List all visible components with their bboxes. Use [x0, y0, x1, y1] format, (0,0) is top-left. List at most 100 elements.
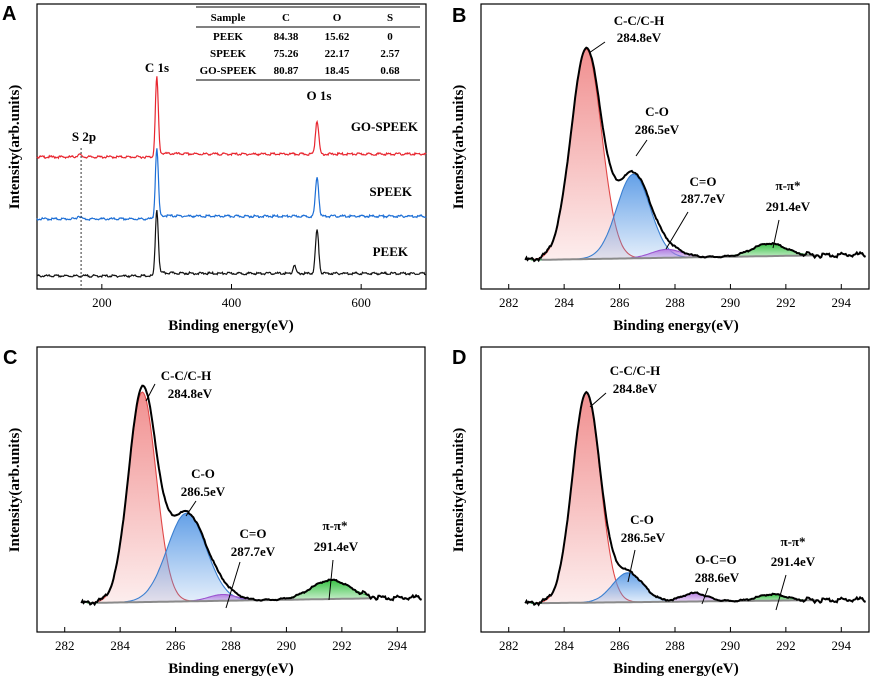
label-oc-eq-o: O-C=O — [695, 552, 736, 567]
panel-d-letter: D — [452, 347, 466, 369]
panel-b-xlabel: Binding energy(eV) — [613, 318, 738, 334]
arrow-co — [185, 500, 197, 517]
o1s-annotation: O 1s — [307, 88, 332, 103]
label-c-eq-o: C=O — [240, 526, 267, 541]
panel-b: B Binding energy(eV) Intensity(arb.units… — [451, 3, 870, 334]
label-cc-energy: 284.8eV — [613, 381, 658, 396]
component-fill-C-C/C-H — [530, 49, 813, 260]
arrow-pipi — [328, 559, 334, 601]
panel-b-plot — [480, 3, 870, 290]
arrow-pipi — [772, 219, 780, 249]
component-fill-C=O — [86, 594, 369, 603]
arrow-oc-eq-o — [701, 587, 709, 605]
label-co: C-O — [645, 104, 669, 119]
table-cell: 0 — [387, 31, 393, 43]
composition-table: Sample C O S PEEK 84.38 15.62 0 SPEEK 75… — [196, 6, 420, 81]
x-tick-label: 282 — [499, 638, 519, 653]
label-co-energy: 286.5eV — [621, 530, 666, 545]
component-fill-π-π* — [86, 580, 369, 603]
series-label-go-speek: GO-SPEEK — [351, 119, 419, 134]
panel-d-xlabel: Binding energy(eV) — [613, 661, 738, 677]
c1s-annotation: C 1s — [145, 60, 169, 75]
panel-d-frame — [480, 346, 870, 633]
arrow-cc — [589, 392, 607, 408]
series-label-speek: SPEEK — [369, 184, 413, 199]
label-oc-eq-o-energy: 288.6eV — [695, 570, 740, 585]
panel-a-xticks: 200 400 600 — [92, 284, 371, 310]
envelope-line — [80, 384, 422, 607]
table-cell: 2.57 — [380, 48, 400, 60]
label-c-eq-o: C=O — [690, 174, 717, 189]
panel-a-frame — [36, 3, 427, 290]
label-c-eq-o-energy: 287.7eV — [681, 191, 726, 206]
x-tick-label: 288 — [665, 295, 685, 310]
x-tick-label: 284 — [554, 295, 574, 310]
x-tick-label: 292 — [776, 295, 796, 310]
x-tick-label: 290 — [721, 295, 741, 310]
x-tick-label: 292 — [776, 638, 796, 653]
arrow-co — [627, 549, 636, 583]
panel-d: D Binding energy(eV) Intensity(arb.units… — [451, 346, 870, 677]
arrow-cc — [588, 41, 606, 54]
panel-c-ylabel: Intensity(arb.units) — [7, 428, 23, 553]
panel-a-letter: A — [2, 3, 16, 25]
series-label-peek: PEEK — [373, 244, 409, 259]
survey-line-speek — [36, 148, 427, 222]
survey-line-peek — [36, 210, 427, 279]
x-tick-label: 290 — [721, 638, 741, 653]
x-tick-label: 294 — [832, 295, 852, 310]
label-cc-energy: 284.8eV — [617, 30, 662, 45]
label-co-energy: 286.5eV — [635, 122, 680, 137]
label-co: C-O — [191, 466, 215, 481]
panel-c-xlabel: Binding energy(eV) — [168, 661, 293, 677]
table-header-o: O — [333, 12, 342, 24]
x-tick-label: 282 — [55, 638, 75, 653]
table-cell: 84.38 — [274, 31, 299, 43]
panel-d-plot — [480, 346, 870, 633]
x-tick-label: 286 — [166, 638, 186, 653]
panel-a-xlabel: Binding energy(eV) — [168, 318, 293, 334]
background-baseline — [98, 597, 373, 604]
label-cc: C-C/C-H — [161, 368, 212, 383]
table-cell: 15.62 — [325, 31, 350, 43]
x-tick-label: 288 — [221, 638, 241, 653]
x-tick-label: 200 — [92, 295, 112, 310]
panel-b-letter: B — [452, 5, 466, 27]
panel-d-xticks: 282 284 286 288 290 292 294 — [499, 627, 852, 653]
x-tick-label: 400 — [222, 295, 242, 310]
x-tick-label: 286 — [610, 295, 630, 310]
label-pipi-energy: 291.4eV — [766, 199, 811, 214]
panel-a-ylabel: Intensity(arb.units) — [7, 85, 23, 210]
table-cell: GO-SPEEK — [200, 65, 257, 77]
x-tick-label: 282 — [499, 295, 519, 310]
panel-d-ylabel: Intensity(arb.units) — [451, 428, 467, 553]
table-cell: 18.45 — [325, 65, 350, 77]
arrow-c-eq-o — [665, 211, 689, 250]
label-pipi: π-π* — [322, 518, 347, 533]
x-tick-label: 284 — [554, 638, 574, 653]
survey-line-go-speek — [36, 76, 427, 160]
label-pipi: π-π* — [775, 178, 800, 193]
table-cell: 22.17 — [325, 48, 350, 60]
x-tick-label: 294 — [832, 638, 852, 653]
label-pipi-energy: 291.4eV — [771, 554, 816, 569]
table-header-s: S — [387, 12, 393, 24]
arrow-co — [635, 139, 648, 157]
x-tick-label: 600 — [351, 295, 371, 310]
table-cell: PEEK — [213, 31, 243, 43]
table-cell: 75.26 — [274, 48, 299, 60]
label-cc: C-C/C-H — [614, 13, 665, 28]
component-fill-C-C/C-H — [86, 392, 369, 603]
label-cc: C-C/C-H — [610, 363, 661, 378]
x-tick-label: 284 — [110, 638, 130, 653]
s2p-annotation: S 2p — [72, 129, 96, 144]
table-cell: 0.68 — [380, 65, 400, 77]
x-tick-label: 294 — [388, 638, 408, 653]
panel-a-plot — [36, 3, 427, 290]
panel-c-xticks: 282 284 286 288 290 292 294 — [55, 627, 408, 653]
panel-a: A Binding energy(eV) Intensity(arb.units… — [2, 3, 427, 334]
panel-b-ylabel: Intensity(arb.units) — [451, 85, 467, 210]
background-baseline — [542, 599, 817, 605]
label-cc-energy: 284.8eV — [168, 386, 213, 401]
